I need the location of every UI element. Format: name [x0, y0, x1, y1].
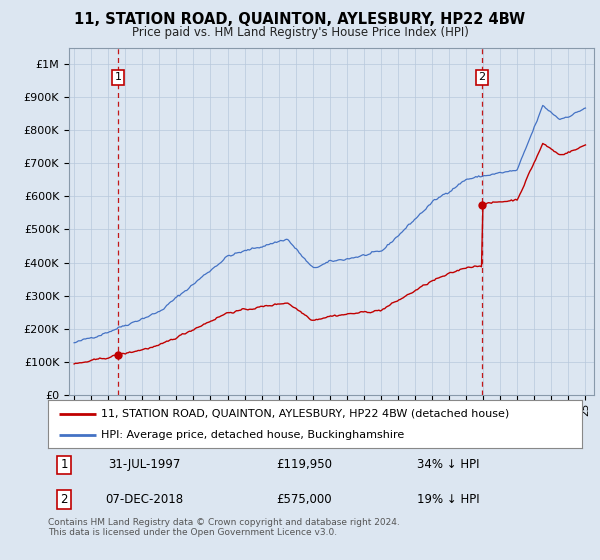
- Text: 2: 2: [478, 72, 485, 82]
- Text: 1: 1: [115, 72, 122, 82]
- Text: 11, STATION ROAD, QUAINTON, AYLESBURY, HP22 4BW: 11, STATION ROAD, QUAINTON, AYLESBURY, H…: [74, 12, 526, 27]
- Text: 19% ↓ HPI: 19% ↓ HPI: [417, 493, 480, 506]
- Text: Price paid vs. HM Land Registry's House Price Index (HPI): Price paid vs. HM Land Registry's House …: [131, 26, 469, 39]
- Text: 11, STATION ROAD, QUAINTON, AYLESBURY, HP22 4BW (detached house): 11, STATION ROAD, QUAINTON, AYLESBURY, H…: [101, 409, 509, 419]
- Text: 31-JUL-1997: 31-JUL-1997: [108, 459, 181, 472]
- Text: 1: 1: [60, 459, 68, 472]
- Text: £575,000: £575,000: [277, 493, 332, 506]
- Text: £119,950: £119,950: [277, 459, 332, 472]
- Text: 34% ↓ HPI: 34% ↓ HPI: [417, 459, 480, 472]
- Text: HPI: Average price, detached house, Buckinghamshire: HPI: Average price, detached house, Buck…: [101, 430, 404, 440]
- Text: 2: 2: [60, 493, 68, 506]
- Text: Contains HM Land Registry data © Crown copyright and database right 2024.
This d: Contains HM Land Registry data © Crown c…: [48, 518, 400, 538]
- Text: 07-DEC-2018: 07-DEC-2018: [105, 493, 183, 506]
